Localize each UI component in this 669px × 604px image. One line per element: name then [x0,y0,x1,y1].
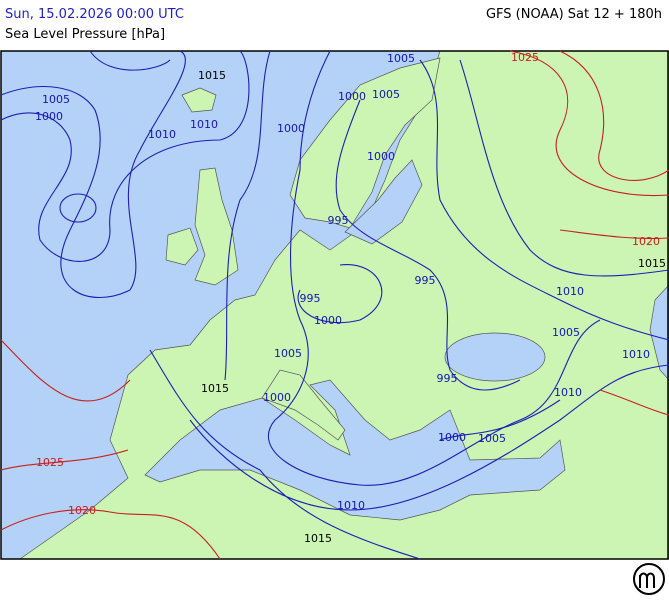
isobar-label: 1025 [511,51,539,64]
ireland [165,227,199,266]
valid-time: Sun, 15.02.2026 00:00 UTC [5,7,184,22]
isobar-label: 1010 [554,386,582,399]
isobar [559,229,669,239]
isobar-label: 1010 [148,128,176,141]
isobar [268,50,601,486]
isobar-label: 1010 [337,499,365,512]
isobar-label: 1015 [198,69,226,82]
mediterranean [144,379,566,521]
caspian [649,284,669,381]
isobar-label: 1005 [42,93,70,106]
map: 1005 1000 1015 1010 1010 1000 1005 1000 … [0,50,669,560]
isobar-label: 1010 [622,348,650,361]
logo [633,563,665,595]
black-sea [444,332,546,382]
isobar-label: 1005 [552,326,580,339]
isobar [439,399,561,441]
isobar [419,59,669,341]
isobar-label: 1005 [274,347,302,360]
isobar-label: 995 [415,274,436,287]
iceland [181,87,217,113]
isobar-label: 1000 [338,90,366,103]
baltic [344,159,423,245]
isobar [459,59,669,277]
isobar-label: 1015 [304,532,332,545]
isobar [559,50,669,181]
isobar-label: 1000 [438,431,466,444]
italy [261,369,346,441]
isobar-label: 1000 [35,110,63,123]
isobar [335,99,521,391]
isobar [599,389,669,416]
isobar [509,50,669,197]
isobar-labels: 1005 1000 1015 1010 1010 1000 1005 1000 … [35,51,666,545]
isobar-label: 1005 [387,52,415,65]
isobar-label: 995 [328,214,349,227]
isobar-label: 1005 [478,432,506,445]
isobar [0,50,250,262]
isobar [224,50,271,381]
model-run: GFS (NOAA) Sat 12 + 180h [486,7,662,22]
britain [194,167,239,286]
map-frame [0,50,669,560]
land [18,50,669,560]
isobar [189,364,669,511]
isobar-label: 1000 [263,391,291,404]
isobar-label: 1025 [36,456,64,469]
isobar-label: 995 [437,372,458,385]
isobar [0,509,221,560]
isobar-label: 1020 [632,235,660,248]
isobar-label: 1010 [190,118,218,131]
isobar [0,449,129,471]
scandinavia [289,57,441,229]
isobar [89,50,171,71]
isobar-label: 1000 [314,314,342,327]
isobar-label: 1010 [556,285,584,298]
isobar [0,50,186,299]
isobar [59,193,97,223]
parameter: Sea Level Pressure [hPa] [5,27,165,42]
isobars [0,50,669,560]
isobar-label: 1015 [638,257,666,270]
isobar-label: 1005 [372,88,400,101]
isobar-label: 1000 [277,122,305,135]
isobar-label: 1015 [201,382,229,395]
isobar [297,264,383,324]
isobar-label: 1020 [68,504,96,517]
isobar [0,339,131,402]
isobar [149,349,421,560]
isobar-label: 1000 [367,150,395,163]
isobar-label: 995 [300,292,321,305]
